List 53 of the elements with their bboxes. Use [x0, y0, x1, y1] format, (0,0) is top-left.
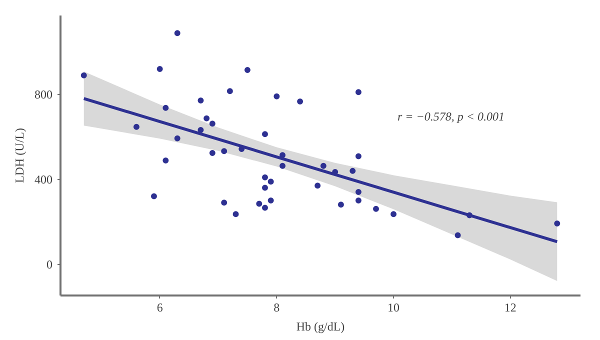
point: [274, 93, 280, 100]
point: [162, 104, 169, 111]
point: [150, 193, 157, 200]
x-tick-label: 8: [274, 300, 280, 314]
point: [262, 174, 268, 180]
point: [198, 97, 204, 104]
point: [454, 232, 461, 238]
y-tick-label: 800: [34, 87, 52, 102]
annotation: r = −0.578, p < 0.001: [398, 110, 504, 124]
y-tick-label: 400: [34, 172, 52, 186]
point: [355, 189, 362, 196]
point: [80, 72, 87, 78]
x-tick-label: 12: [504, 300, 516, 314]
point: [198, 127, 204, 134]
point: [204, 115, 210, 122]
x-tick-label: 10: [388, 300, 400, 314]
point: [156, 66, 163, 72]
line-series: [82, 97, 559, 244]
point: [133, 124, 140, 130]
point: [390, 211, 397, 218]
point: [297, 98, 304, 105]
point: [355, 153, 362, 160]
point: [244, 67, 250, 74]
point: [355, 198, 362, 204]
point: [268, 198, 274, 204]
point: [350, 168, 356, 174]
x-axis-title: Hb (g/dL): [296, 320, 345, 334]
point: [268, 178, 274, 185]
point: [162, 158, 169, 164]
x-tick-label: 6: [156, 300, 163, 314]
point: [221, 148, 228, 154]
point: [232, 211, 239, 218]
point: [226, 88, 233, 94]
point: [466, 212, 472, 218]
point: [262, 184, 268, 191]
point: [221, 200, 228, 206]
point: [314, 182, 321, 189]
point: [320, 162, 326, 169]
point: [209, 120, 216, 127]
point: [338, 202, 344, 208]
point: [355, 89, 362, 96]
y-tick-label: 0: [46, 258, 52, 272]
point: [256, 200, 262, 207]
point: [174, 30, 180, 36]
point: [280, 152, 286, 158]
point: [262, 131, 268, 138]
y-axis-title: LDH (U/L): [12, 128, 26, 183]
point: [174, 135, 180, 142]
point: [209, 150, 216, 156]
point: [280, 162, 286, 169]
point: [262, 204, 268, 211]
point: [373, 206, 380, 212]
point: [554, 220, 560, 227]
